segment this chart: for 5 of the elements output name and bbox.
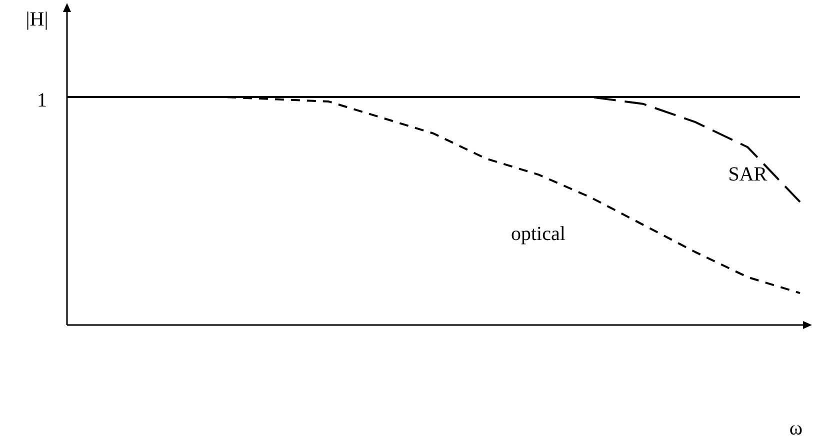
ref-line-label: 1: [37, 89, 47, 112]
x-axis-title: ω: [789, 417, 803, 440]
series-label: SAR: [728, 163, 768, 186]
series-label: optical: [510, 222, 566, 245]
y-axis-title: |H|: [26, 8, 48, 30]
